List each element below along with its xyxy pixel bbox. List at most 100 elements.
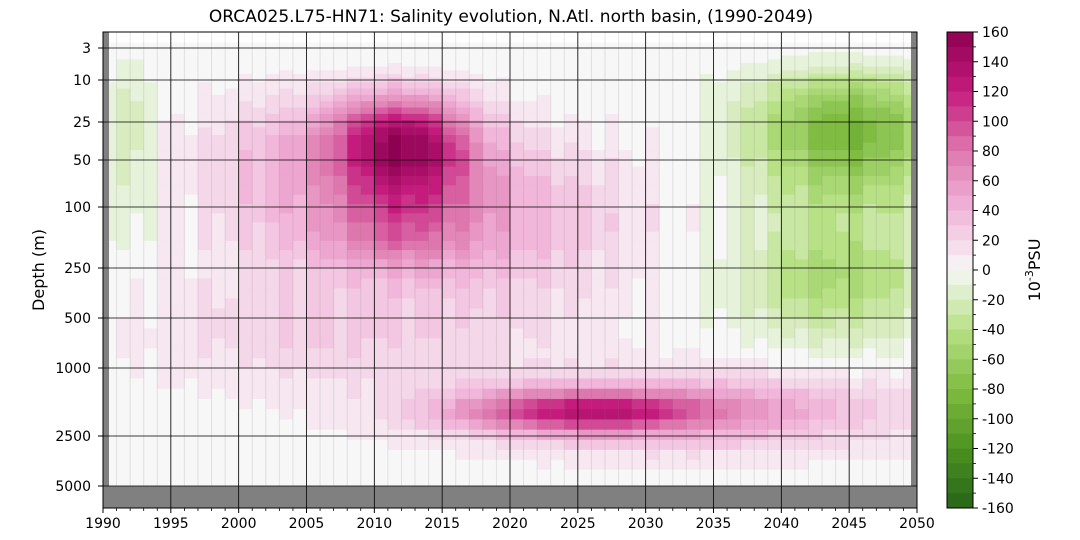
- field-cell: [740, 222, 755, 233]
- field-cell: [740, 318, 755, 329]
- field-cell: [510, 51, 525, 57]
- field-cell: [238, 135, 253, 144]
- field-cell: [889, 142, 905, 151]
- field-cell: [170, 439, 185, 451]
- field-cell: [808, 101, 823, 109]
- field-cell: [320, 82, 335, 90]
- field-cell: [727, 409, 742, 421]
- field-cell: [564, 51, 579, 57]
- field-cell: [822, 48, 837, 53]
- field-cell: [754, 142, 769, 151]
- field-cell: [184, 88, 199, 96]
- field-cell: [157, 73, 172, 79]
- field-cell: [740, 127, 755, 136]
- field-cell: [686, 48, 701, 53]
- field-cell: [727, 66, 742, 71]
- field-cell: [645, 101, 660, 109]
- field-cell: [320, 46, 335, 49]
- field-cell: [333, 150, 348, 159]
- field-cell: [442, 308, 457, 319]
- field-cell: [292, 157, 308, 168]
- field-cell: [889, 185, 905, 196]
- field-cell: [862, 308, 877, 319]
- field-cell: [387, 55, 403, 60]
- field-cell: [889, 429, 905, 441]
- field-cell: [265, 268, 280, 280]
- field-cell: [632, 459, 647, 471]
- field-cell: [225, 388, 240, 400]
- field-cell: [686, 194, 701, 205]
- field-cell: [781, 94, 796, 102]
- field-cell: [510, 150, 525, 159]
- field-cell: [604, 358, 620, 369]
- field-cell: [794, 142, 810, 151]
- field-cell: [279, 298, 294, 309]
- x-tick-label: 2050: [899, 516, 935, 532]
- field-cell: [197, 278, 213, 290]
- field-cell: [279, 231, 294, 242]
- field-cell: [103, 479, 118, 487]
- field-cell: [482, 120, 498, 129]
- field-cell: [442, 88, 457, 96]
- field-cell: [130, 55, 145, 60]
- field-cell: [781, 150, 796, 159]
- field-cell: [889, 348, 905, 359]
- field-cell: [197, 429, 213, 441]
- field-cell: [794, 82, 810, 90]
- field-cell: [496, 409, 511, 421]
- field-cell: [781, 185, 796, 196]
- field-cell: [591, 101, 606, 109]
- field-cell: [265, 479, 280, 487]
- field-cell: [347, 107, 362, 115]
- field-cell: [482, 419, 498, 431]
- field-cell: [659, 213, 674, 224]
- field-cell: [333, 82, 348, 90]
- field-cell: [699, 439, 715, 451]
- field-cell: [564, 88, 579, 96]
- field-cell: [415, 70, 430, 75]
- field-cell: [455, 338, 470, 349]
- field-cell: [618, 113, 633, 121]
- field-cell: [455, 204, 470, 214]
- field-cell: [618, 62, 633, 68]
- field-cell: [618, 107, 633, 115]
- field-cell: [143, 318, 158, 329]
- field-cell: [130, 409, 145, 421]
- field-cell: [442, 73, 457, 79]
- field-cell: [211, 213, 226, 224]
- field-cell: [781, 398, 796, 410]
- field-cell: [740, 368, 755, 380]
- field-cell: [428, 318, 443, 329]
- field-cell: [699, 70, 715, 75]
- field-cell: [103, 51, 118, 57]
- field-cell: [632, 166, 647, 177]
- field-cell: [767, 135, 782, 144]
- field-cell: [523, 113, 538, 121]
- field-cell: [170, 358, 185, 369]
- field-cell: [822, 194, 837, 205]
- field-cell: [130, 479, 145, 487]
- field-cell: [577, 175, 592, 186]
- field-cell: [225, 308, 240, 319]
- field-cell: [130, 204, 145, 214]
- field-cell: [604, 70, 620, 75]
- field-cell: [767, 318, 782, 329]
- field-cell: [699, 166, 715, 177]
- field-cell: [103, 66, 118, 71]
- field-cell: [130, 222, 145, 233]
- field-cell: [279, 378, 294, 390]
- field-cell: [903, 388, 918, 400]
- field-cell: [170, 338, 185, 349]
- field-cell: [320, 231, 335, 242]
- field-cell: [781, 101, 796, 109]
- field-cell: [387, 259, 403, 270]
- field-cell: [740, 459, 755, 471]
- field-cell: [401, 44, 416, 47]
- field-cell: [618, 194, 633, 205]
- field-cell: [794, 318, 810, 329]
- field-cell: [333, 439, 348, 451]
- field-cell: [781, 348, 796, 359]
- field-cell: [415, 59, 430, 64]
- field-cell: [632, 288, 647, 300]
- field-cell: [184, 101, 199, 109]
